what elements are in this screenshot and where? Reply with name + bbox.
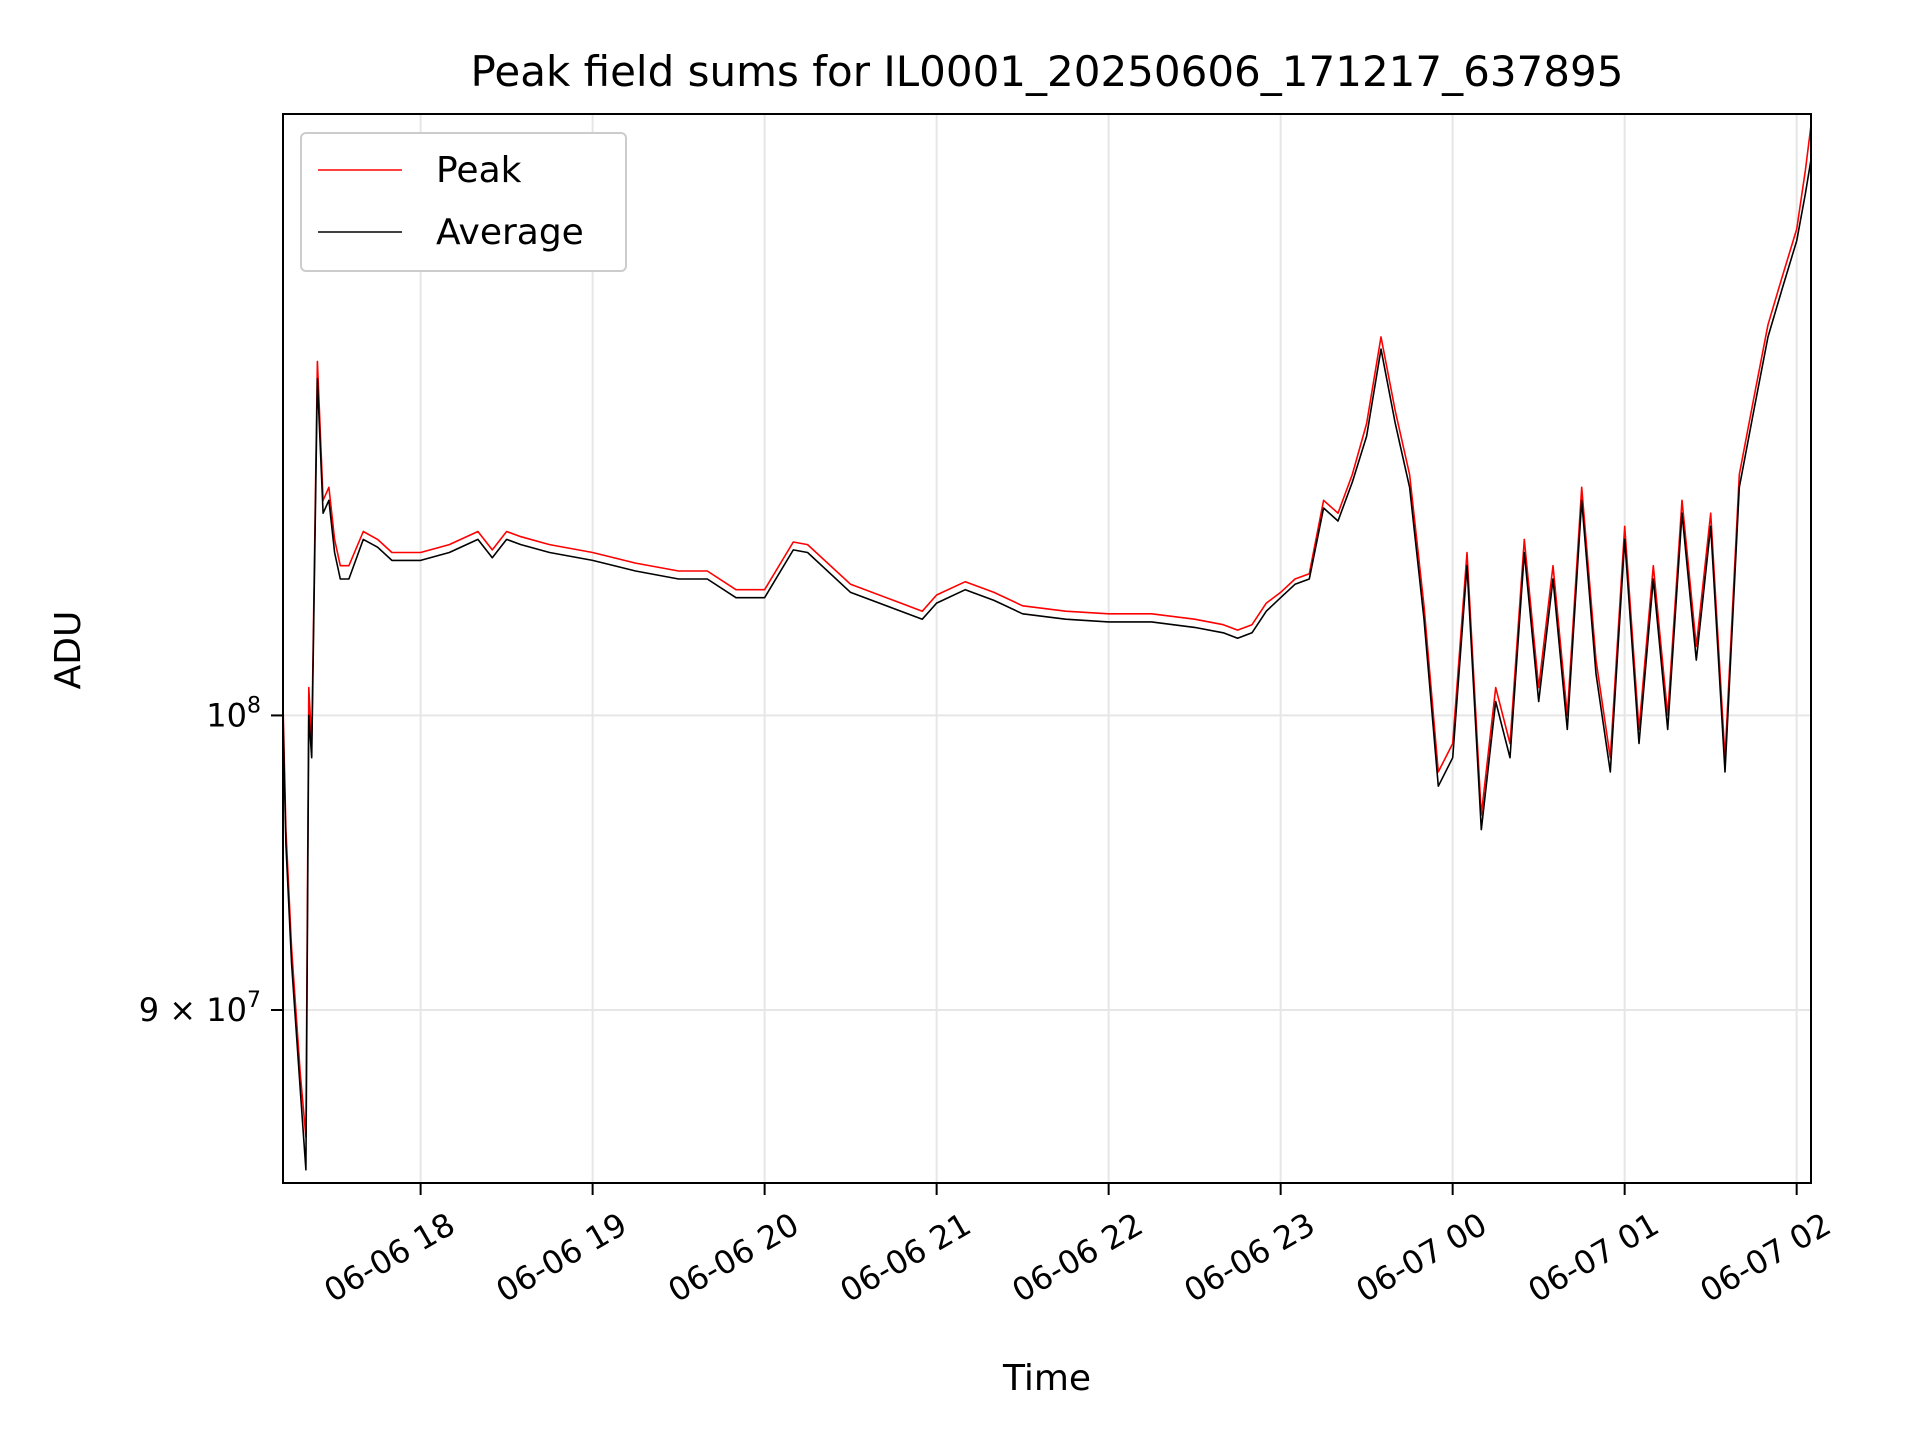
series-line-peak bbox=[282, 125, 1812, 1138]
legend-label-average: Average bbox=[436, 212, 584, 253]
y-tick-label: 9 × 107 bbox=[139, 988, 261, 1029]
legend-box bbox=[300, 132, 627, 272]
y-axis: 108 9 × 107 bbox=[139, 693, 283, 1029]
plot-frame bbox=[282, 113, 1812, 1184]
legend: Peak Average bbox=[300, 132, 627, 272]
y-axis-label: ADU bbox=[48, 611, 89, 690]
chart-title: Peak field sums for IL0001_20250606_1712… bbox=[471, 47, 1624, 96]
x-axis-label: Time bbox=[1002, 1358, 1091, 1399]
series-line-average bbox=[282, 159, 1812, 1171]
y-tick-label: 108 bbox=[206, 693, 261, 734]
grid bbox=[283, 114, 1811, 1183]
legend-label-peak: Peak bbox=[436, 150, 522, 191]
series-layer bbox=[282, 125, 1812, 1171]
